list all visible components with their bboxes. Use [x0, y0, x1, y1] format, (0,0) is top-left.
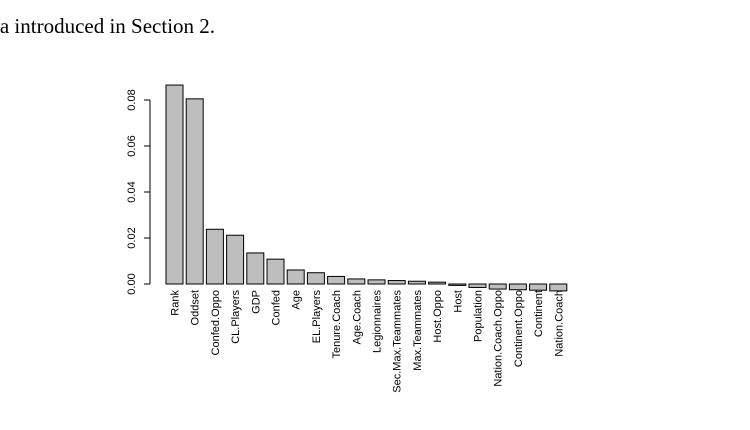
y-axis: 0.00 0.02 0.04 0.06 0.08	[126, 89, 151, 295]
x-tick-label: CL.Players	[230, 290, 242, 344]
y-tick-label: 0.00	[126, 273, 138, 294]
bar-max-teammates	[407, 280, 426, 285]
y-tick-label: 0.08	[126, 89, 138, 110]
x-tick-label: Continent	[533, 290, 545, 337]
x-tick-label: Age	[291, 290, 303, 310]
bar-nation-coach	[549, 283, 568, 292]
x-tick-label: Sec.Max.Teammates	[392, 290, 404, 393]
x-tick-label: Nation.Coach.Oppo	[493, 290, 505, 387]
x-tick-label: GDP	[250, 290, 262, 314]
x-tick-label: Host.Oppo	[432, 290, 444, 343]
x-tick-label: Continent.Oppo	[513, 290, 525, 367]
bar-tenure-coach	[327, 275, 346, 285]
body-text-line: ta introduced in Section 2.	[0, 14, 216, 38]
x-tick-label: Nation.Coach	[553, 290, 565, 357]
x-tick-label: Confed.Oppo	[210, 290, 222, 355]
x-tick-label: Rank	[170, 290, 182, 316]
bar-confed	[266, 258, 285, 285]
bar-continent	[529, 283, 548, 291]
bar-nation-coach-oppo	[488, 283, 507, 290]
bar-cl-players	[226, 234, 245, 285]
bar-gdp	[246, 252, 265, 285]
bar-continent-oppo	[508, 283, 527, 291]
bars-group	[165, 84, 568, 292]
x-tick-label: Legionnaires	[372, 290, 384, 353]
x-tick-label: Population	[473, 290, 485, 342]
bar-rank	[165, 84, 184, 285]
y-tick-label: 0.06	[126, 135, 138, 156]
x-tick-label: EL.Players	[311, 290, 323, 344]
x-tick-label: Host	[452, 290, 464, 313]
bar-oddset	[185, 98, 204, 285]
bar-age-coach	[347, 278, 366, 285]
x-tick-label: Age.Coach	[351, 290, 363, 344]
x-tick-label: Oddset	[190, 290, 202, 325]
bar-confed-oppo	[205, 228, 224, 285]
bar-population	[468, 283, 487, 288]
bar-host	[448, 283, 467, 286]
bar-age	[286, 269, 305, 285]
bar-legionnaires	[367, 279, 386, 285]
x-tick-labels: Rank Oddset Confed.Oppo CL.Players GDP Confed…	[170, 290, 566, 393]
bar-el-players	[306, 272, 325, 285]
bar-host-oppo	[428, 281, 447, 285]
x-tick-label: Max.Teammates	[412, 290, 424, 371]
y-tick-label: 0.04	[126, 181, 138, 202]
x-tick-label: Tenure.Coach	[331, 290, 343, 359]
bar-sec-max-teammates	[387, 280, 406, 285]
x-tick-label: Confed	[271, 290, 283, 325]
y-tick-label: 0.02	[126, 227, 138, 248]
